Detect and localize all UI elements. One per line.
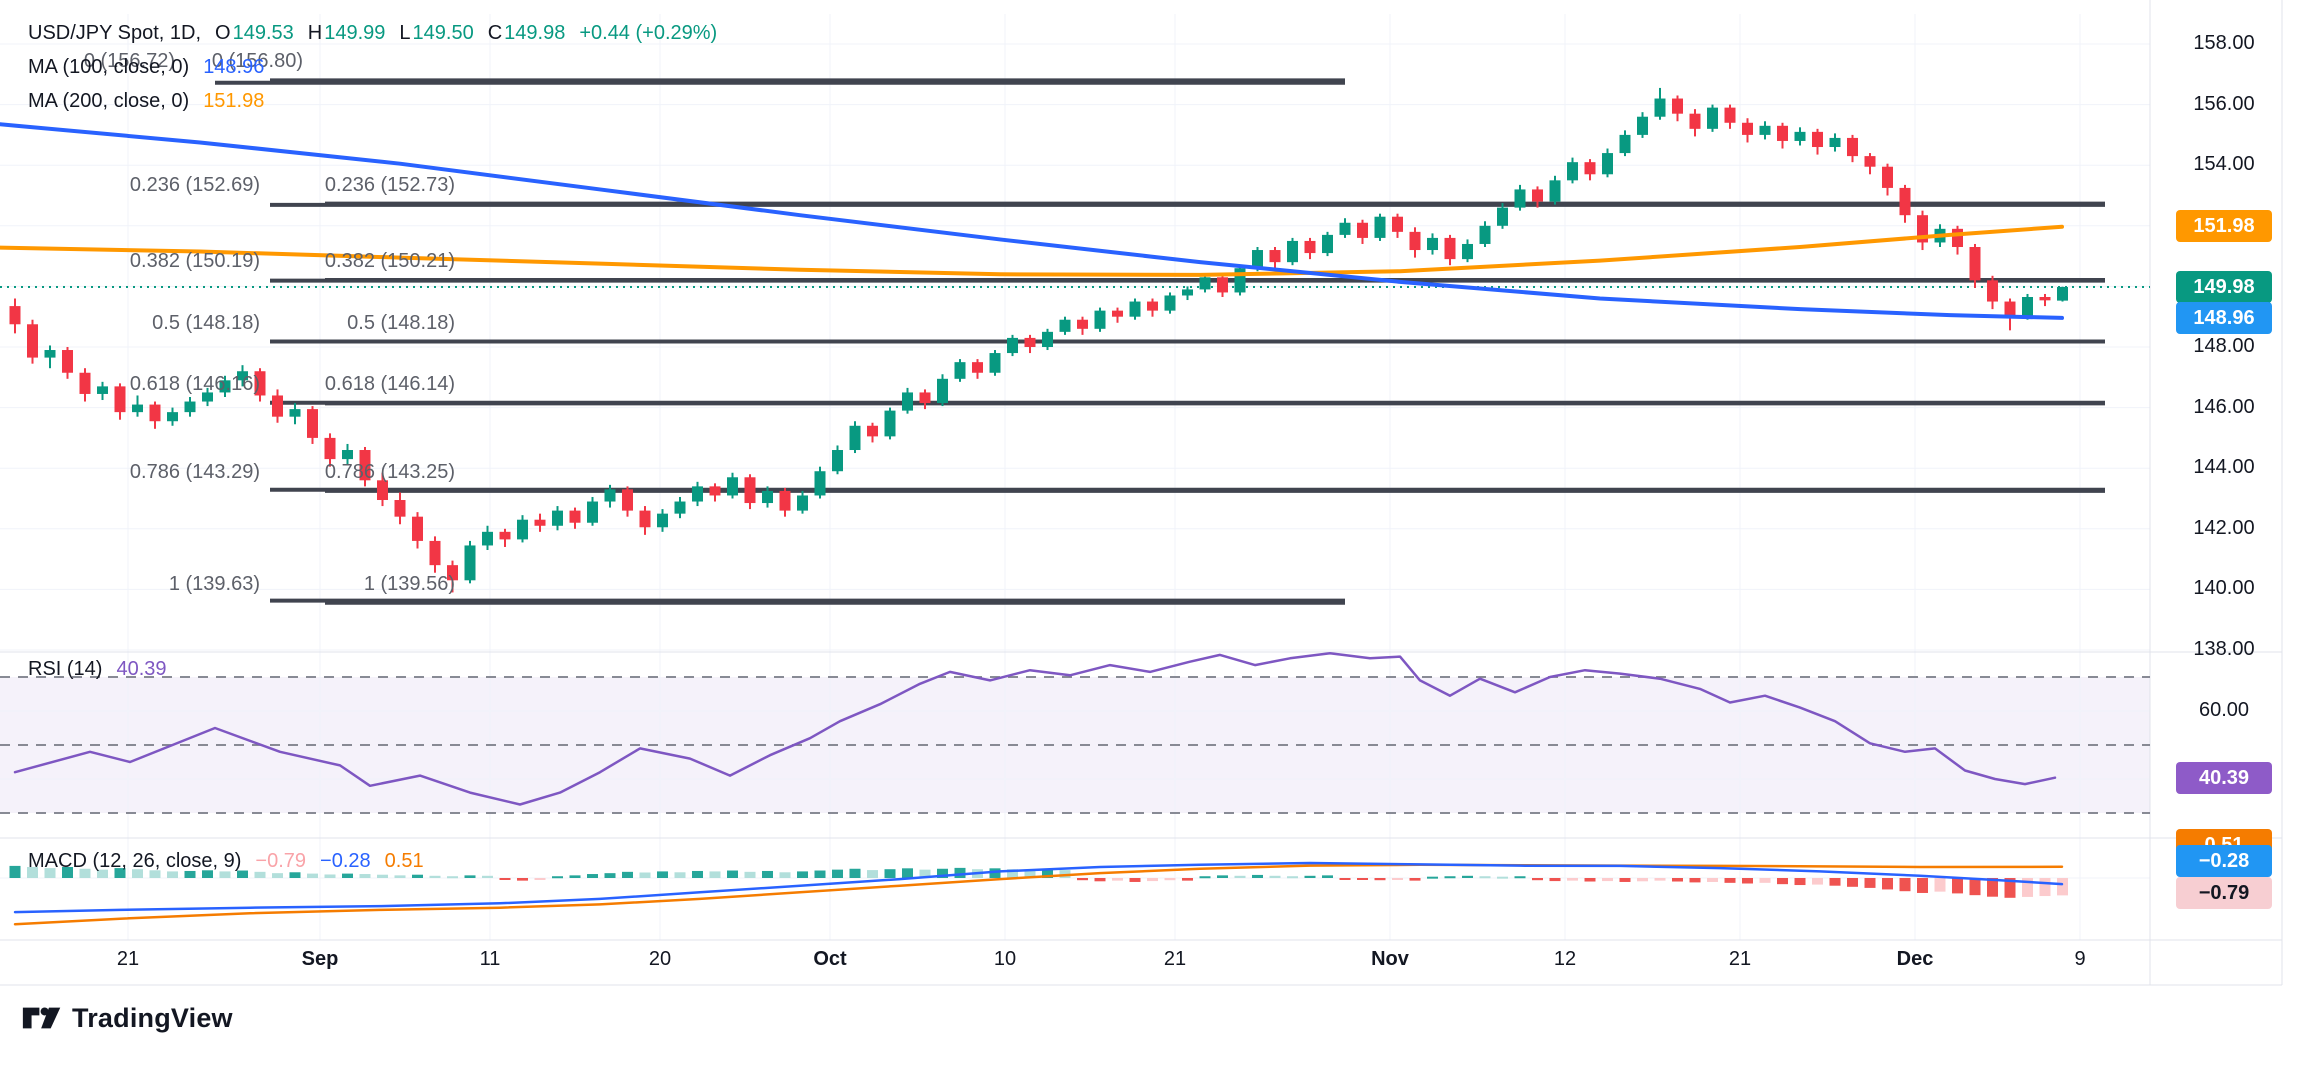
time-tick-label: 10 [993, 948, 1017, 970]
time-tick-label: Nov [1371, 948, 1409, 970]
price-tick-label: 140.00 [2193, 577, 2255, 600]
high-value: H 149.99 [307, 22, 386, 44]
time-tick-label: 20 [648, 948, 672, 970]
ma100-legend: MA (100, close, 0) 148.96 [28, 56, 264, 79]
price-tick-label: 154.00 [2193, 153, 2255, 176]
fib-level-label: 0 (156.80) [211, 50, 303, 73]
fib-level-label: 0 (156.72) [83, 50, 175, 73]
time-tick-label: 21 [1728, 948, 1752, 970]
fib-level-label: 0.236 (152.73) [324, 173, 455, 196]
fib-level-label: 0.5 (148.18) [152, 311, 260, 334]
time-tick-label: 9 [2074, 948, 2086, 970]
tradingview-logo[interactable]: TradingView [22, 1002, 233, 1034]
time-tick-label: 12 [1553, 948, 1577, 970]
fib-level-label: 1 (139.56) [363, 572, 455, 595]
macd-axis-badge: −0.28 [2176, 845, 2272, 877]
ma200-label: MA (200, close, 0) [28, 90, 190, 112]
rsi-value: 40.39 [116, 658, 167, 680]
ma100-value: 148.96 [203, 56, 265, 78]
open-value: O 149.53 [215, 22, 294, 44]
ma200-legend: MA (200, close, 0) 151.98 [28, 90, 264, 113]
price-axis-badge: 151.98 [2176, 210, 2272, 243]
symbol-legend: USD/JPY Spot, 1D, O 149.53 H 149.99 L 149.5… [28, 22, 717, 45]
fib-level-label: 0.786 (143.25) [324, 460, 455, 483]
macd-signal-value: 0.51 [384, 850, 424, 872]
price-axis-badge: 148.96 [2176, 301, 2272, 334]
tradingview-logo-icon [22, 1007, 61, 1029]
fib-level-label: 0.382 (150.19) [129, 250, 260, 273]
macd-hist-value: −0.79 [255, 850, 307, 872]
price-tick-label: 142.00 [2193, 516, 2255, 539]
price-tick-label: 158.00 [2193, 31, 2255, 54]
price-axis-badge: 149.98 [2176, 271, 2272, 303]
time-tick-label: Sep [301, 948, 339, 970]
macd-line-value: −0.28 [320, 850, 371, 872]
fib-level-label: 0.618 (146.14) [324, 373, 455, 396]
ma100-label: MA (100, close, 0) [28, 56, 190, 78]
fib-level-label: 0.236 (152.69) [129, 173, 260, 196]
tradingview-logo-text: TradingView [72, 1002, 233, 1033]
macd-legend: MACD (12, 26, close, 9) −0.79 −0.28 0.51 [28, 850, 424, 873]
price-tick-label: 138.00 [2193, 637, 2255, 660]
price-tick-label: 148.00 [2193, 334, 2255, 357]
fib-level-label: 1 (139.63) [168, 572, 260, 595]
fib-level-label: 0.618 (146.16) [129, 373, 260, 396]
time-tick-label: Dec [1896, 948, 1934, 970]
time-tick-label: 21 [1163, 948, 1187, 970]
price-tick-label: 156.00 [2193, 92, 2255, 115]
time-tick-label: 21 [116, 948, 140, 970]
fib-level-label: 0.786 (143.29) [129, 460, 260, 483]
rsi-legend: RSI (14) 40.39 [28, 658, 167, 681]
price-tick-label: 146.00 [2193, 395, 2255, 418]
symbol-title: USD/JPY Spot, 1D, [28, 22, 202, 44]
rsi-axis-badge: 40.39 [2176, 761, 2272, 794]
macd-label: MACD (12, 26, close, 9) [28, 850, 242, 872]
low-value: L 149.50 [399, 22, 474, 44]
change-value: +0.44 (+0.29%) [579, 22, 718, 44]
fib-level-label: 0.5 (148.18) [347, 311, 455, 334]
time-tick-label: 11 [479, 948, 501, 970]
rsi-label: RSI (14) [28, 658, 103, 680]
rsi-tick-label: 60.00 [2198, 699, 2250, 721]
price-tick-label: 144.00 [2193, 456, 2255, 479]
macd-axis-badge: −0.79 [2176, 877, 2272, 909]
close-value: C 149.98 [487, 22, 566, 44]
ma200-value: 151.98 [203, 90, 265, 112]
time-tick-label: Oct [813, 948, 847, 970]
fib-level-label: 0.382 (150.21) [324, 250, 455, 273]
